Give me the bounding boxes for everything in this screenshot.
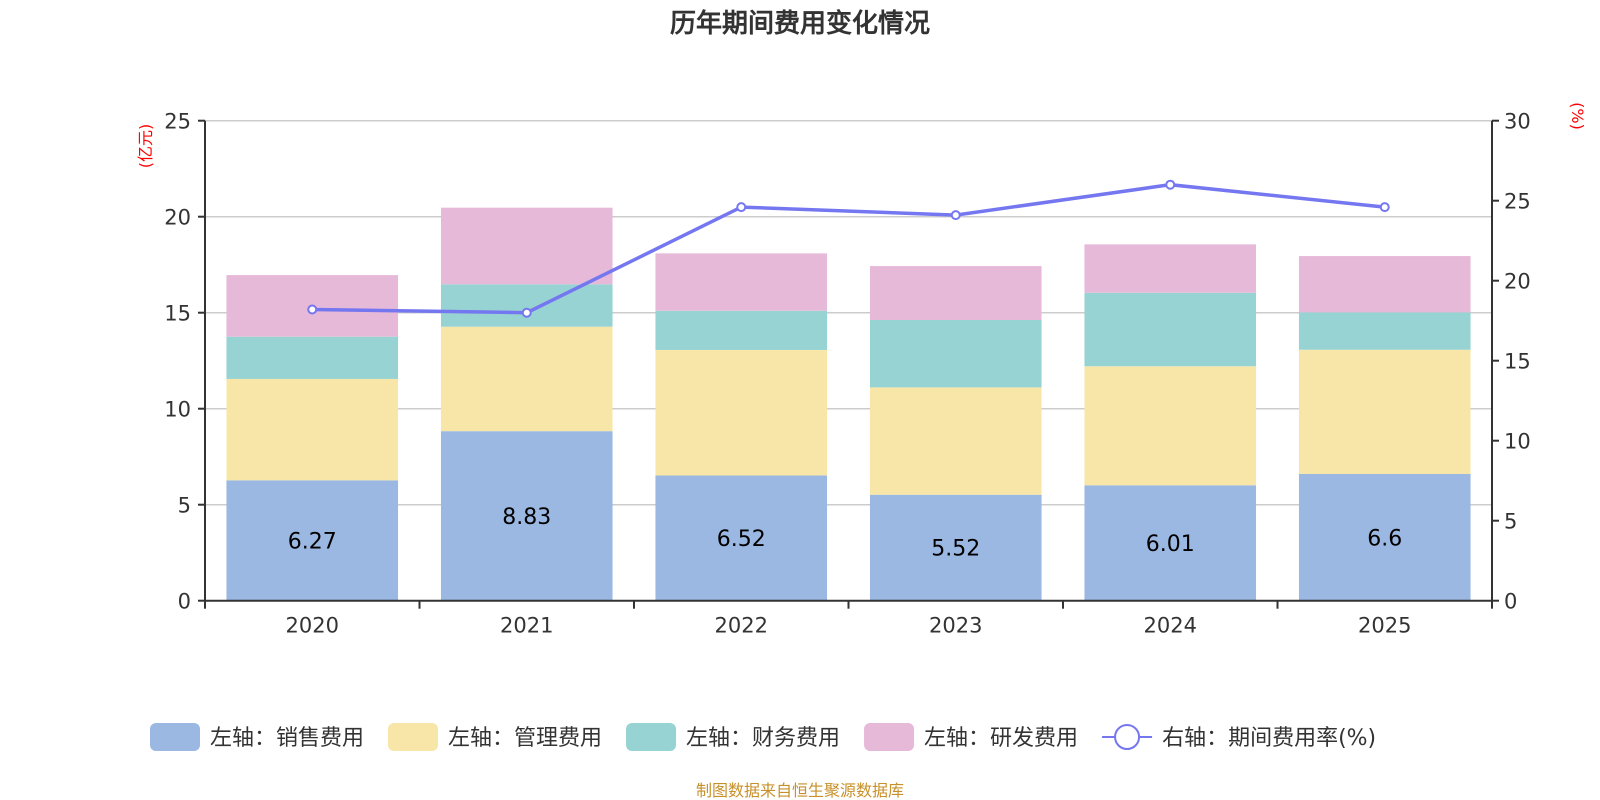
legend-circle-icon [1114,724,1141,750]
bar-segment [869,387,1042,495]
bar-segment [226,336,399,379]
bar-segment [440,284,613,327]
left-axis-tick-label: 20 [164,206,191,230]
bar-value-label: 8.83 [502,505,551,530]
bar-segment [1084,292,1257,367]
rate-point [1165,179,1176,190]
rate-point [307,304,318,315]
bar-segment [1298,256,1471,313]
bar-segment [1084,485,1257,601]
bar-value-label: 5.52 [931,537,980,562]
right-axis-tick-label: 30 [1504,110,1531,134]
left-axis-tick-label: 15 [164,302,191,326]
bar-value-label: 6.27 [288,530,337,555]
legend-label: 左轴：研发费用 [924,726,1078,751]
bar-segment [869,494,1042,601]
legend-item: 左轴：销售费用 [150,723,364,751]
right-axis-tick-label: 15 [1504,350,1531,374]
bar-segment [655,349,828,476]
legend-swatch [388,723,439,751]
left-axis-tick-label: 0 [178,590,191,614]
bar-value-label: 6.6 [1367,526,1402,551]
x-axis-tick-label: 2020 [286,614,339,638]
legend-label: 左轴：销售费用 [210,726,364,751]
chart-title: 历年期间费用变化情况 [670,8,930,39]
bar-segment [1298,473,1471,601]
bar-segment [226,378,399,481]
bar-segment [440,207,613,285]
bar-segment [869,266,1042,320]
line-series [307,179,1390,318]
legend-swatch [150,723,200,751]
rate-point [736,202,747,213]
bar-segment [1084,366,1257,486]
bar-segment [1084,244,1257,293]
bar-segment [1298,312,1471,350]
legend-item: 左轴：管理费用 [388,723,602,751]
left-axis-tick-label: 10 [164,398,191,422]
x-axis-tick-label: 2021 [500,614,553,638]
bar-value-label: 6.52 [717,527,766,552]
x-axis-tick-label: 2023 [929,614,982,638]
right-axis-unit: (%) [1568,102,1587,130]
x-axis-tick-label: 2025 [1358,614,1411,638]
legend-label: 右轴：期间费用率(%) [1162,726,1376,751]
bar-segment [226,480,399,601]
legend-item: 右轴：期间费用率(%) [1102,724,1376,751]
rate-point [521,307,532,318]
legend-swatch [626,723,677,751]
left-axis-unit: (亿元) [136,124,155,169]
rate-point [950,210,961,221]
bar-segment [440,326,613,432]
bar-segment [440,431,613,601]
left-axis-tick-label: 25 [164,110,191,134]
bar-segment [655,310,828,350]
x-axis-tick-label: 2024 [1144,614,1197,638]
legend-item: 左轴：研发费用 [864,723,1078,751]
right-axis-tick-label: 25 [1504,190,1531,214]
right-axis-tick-label: 0 [1504,590,1517,614]
bars [226,207,1471,601]
rate-line [312,182,1385,315]
right-axis-tick-label: 5 [1504,510,1517,534]
x-axis-tick-label: 2022 [715,614,768,638]
legend-item: 左轴：财务费用 [626,723,840,751]
legend-swatch [864,723,915,751]
legend: 左轴：销售费用 左轴：管理费用 左轴：财务费用 左轴：研发费用 右轴：期间费用率(%) [150,723,1376,751]
left-axis-tick-label: 5 [178,494,191,518]
bar-segment [869,319,1042,388]
data-labels: 6.27 8.83 6.52 5.52 6.01 6.6 [288,505,1402,562]
rate-point [1379,202,1390,213]
legend-label: 左轴：财务费用 [686,726,840,751]
right-axis-tick-label: 20 [1504,270,1531,294]
bar-segment [655,475,828,601]
legend-label: 左轴：管理费用 [448,726,602,751]
source-footer: 制图数据来自恒生聚源数据库 [696,781,904,800]
right-axis-tick-label: 10 [1504,430,1531,454]
bar-segment [1298,349,1471,474]
bar-segment [655,253,828,311]
bar-value-label: 6.01 [1146,532,1195,557]
